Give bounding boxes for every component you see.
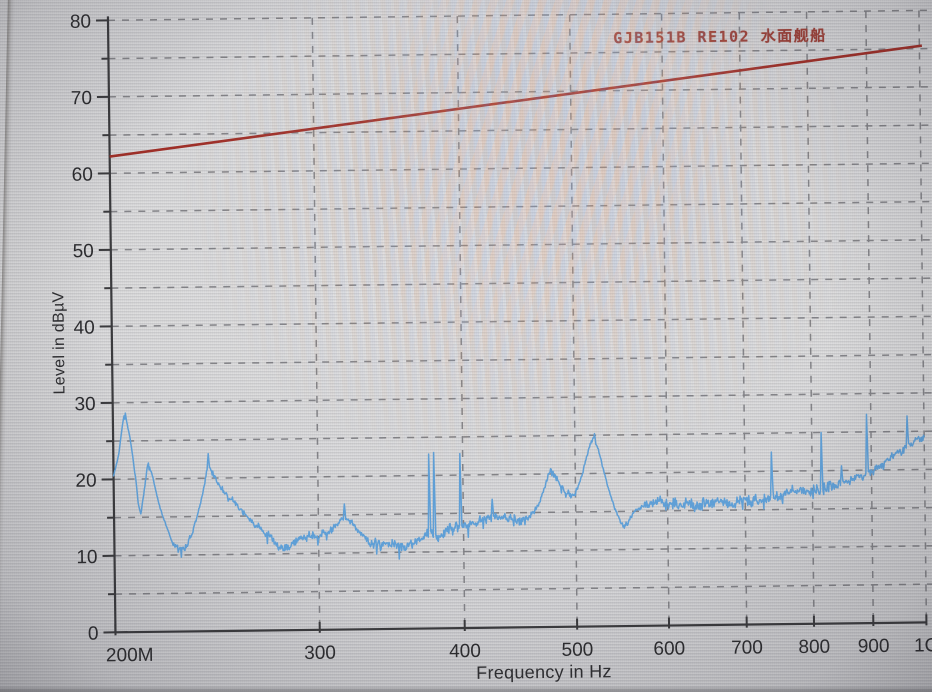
- x-axis-tick-labels: 200M 300 400 500 600 700 800 900 1G: [106, 635, 932, 666]
- y-tick-label: 40: [73, 318, 94, 339]
- x-tick-label: 500: [561, 639, 593, 660]
- y-tick-label: 10: [76, 547, 97, 568]
- y-tick-label: 80: [70, 12, 91, 33]
- y-tick-label: 0: [88, 624, 99, 645]
- x-tick-label: 1G: [914, 635, 932, 656]
- y-tick-label: 30: [74, 394, 95, 415]
- y-axis-tick-labels: 0 10 20 30 40 50 60 70 80: [70, 12, 99, 645]
- y-axis-ticks: [95, 19, 116, 634]
- y-tick-label: 60: [72, 165, 93, 186]
- measurement-trace: [112, 412, 925, 560]
- x-tick-label: 400: [449, 641, 481, 662]
- y-tick-label: 70: [71, 88, 92, 109]
- x-tick-label: 800: [798, 637, 830, 658]
- x-tick-label: 900: [858, 636, 890, 657]
- axes: [106, 16, 927, 634]
- gridlines: [107, 9, 932, 630]
- x-tick-label: 600: [653, 638, 685, 659]
- x-tick-label: 700: [731, 637, 763, 658]
- limit-annotation: GJB151B RE102 水面舰船: [613, 26, 827, 48]
- y-tick-label: 50: [73, 241, 94, 262]
- x-tick-label: 200M: [106, 645, 154, 667]
- limit-line: [109, 44, 923, 158]
- y-axis-title: Level in dBµV: [50, 291, 69, 395]
- x-axis-ticks: [114, 614, 928, 636]
- x-axis-title: Frequency in Hz: [476, 661, 612, 683]
- x-tick-label: 300: [304, 643, 336, 664]
- y-tick-label: 20: [75, 471, 96, 492]
